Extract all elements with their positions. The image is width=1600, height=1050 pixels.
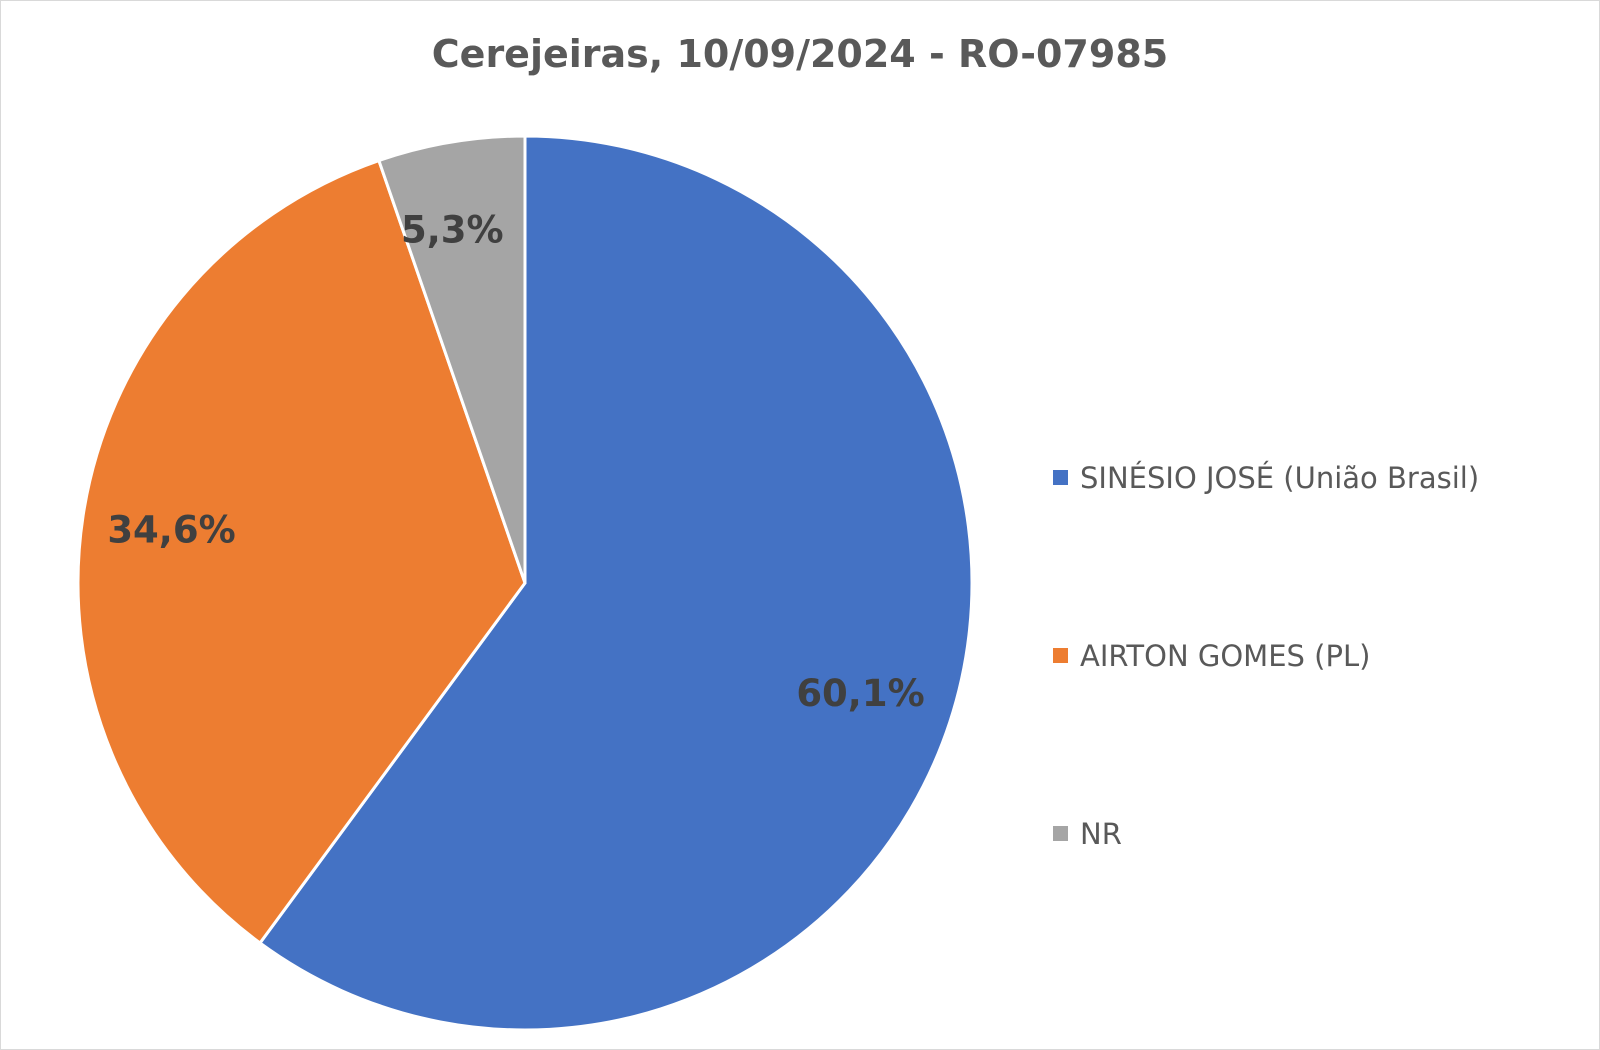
legend-label-2: AIRTON GOMES (PL) <box>1080 639 1370 673</box>
pie-slices <box>76 134 974 1032</box>
legend-label-1: SINÉSIO JOSÉ (União Brasil) <box>1080 461 1479 495</box>
legend-swatch-1 <box>1053 470 1068 485</box>
data-label-1: 60,1% <box>796 672 924 715</box>
chart-title: Cerejeiras, 10/09/2024 - RO-07985 <box>432 32 1168 76</box>
data-label-2: 34,6% <box>107 508 235 551</box>
legend: SINÉSIO JOSÉ (União Brasil) AIRTON GOMES … <box>1053 461 1479 851</box>
legend-swatch-2 <box>1053 648 1068 663</box>
pie-slice-2 <box>76 159 527 945</box>
data-label-3: 5,3% <box>401 209 504 252</box>
data-labels: 60,1% 34,6% 5,3% <box>107 209 924 716</box>
legend-swatch-3 <box>1053 826 1068 841</box>
legend-label-3: NR <box>1080 817 1122 851</box>
pie-slice-3 <box>377 134 527 585</box>
pie-slice-1 <box>258 134 974 1032</box>
